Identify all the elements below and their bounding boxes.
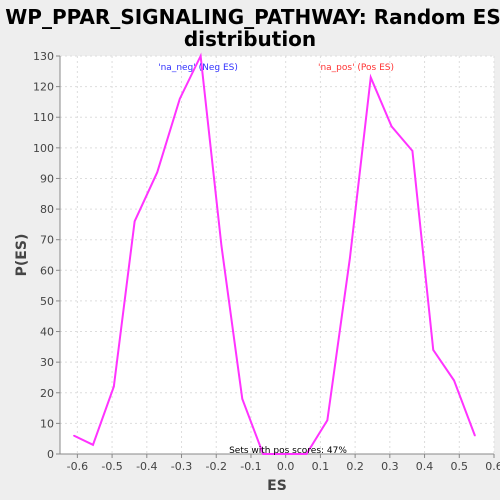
- axis-ticks: -0.6 -0.5 -0.4 -0.3 -0.2 -0.1 0.0 0.1 0.2 0.3 0.4 0…: [33, 50, 500, 473]
- data-point: [284, 453, 287, 455]
- data-point: [199, 55, 202, 57]
- x-tick-label: -0.2: [206, 460, 227, 473]
- y-axis-label: P(ES): [14, 234, 30, 277]
- x-tick-label: 0.5: [451, 460, 469, 473]
- y-tick-label: 70: [40, 234, 54, 247]
- y-tick-label: 50: [40, 295, 54, 308]
- x-tick-label: -0.1: [240, 460, 261, 473]
- data-point: [453, 379, 455, 382]
- data-point: [262, 453, 264, 455]
- data-point: [432, 349, 435, 351]
- data-point: [92, 444, 94, 446]
- y-tick-label: 80: [40, 203, 54, 216]
- x-tick-label: 0.2: [346, 460, 364, 473]
- x-axis-label: ES: [267, 478, 287, 494]
- chart-title-line-1: WP_PPAR_SIGNALING_PATHWAY: Random ES: [5, 5, 500, 29]
- data-point: [390, 125, 393, 128]
- plot-area: [60, 56, 494, 454]
- y-tick-label: 110: [33, 111, 54, 124]
- x-tick-label: 0.6: [485, 460, 500, 473]
- data-point: [349, 257, 351, 259]
- data-point: [411, 150, 414, 152]
- data-point: [73, 434, 75, 437]
- y-tick-label: 90: [40, 172, 54, 185]
- data-point: [133, 220, 136, 223]
- annotation-neg-es: 'na_neg' (Neg ES): [158, 63, 238, 73]
- data-point: [305, 453, 308, 455]
- series-group: [73, 52, 476, 455]
- data-point: [113, 385, 115, 388]
- annotation-pos-scores: Sets with pos scores: 47%: [229, 446, 347, 456]
- chart-title-line-2: distribution: [184, 27, 316, 51]
- data-point: [241, 398, 244, 400]
- y-tick-label: 10: [40, 417, 54, 430]
- x-tick-label: -0.5: [101, 460, 122, 473]
- y-tick-label: 40: [40, 326, 54, 339]
- y-tick-label: 30: [40, 356, 54, 369]
- y-tick-label: 60: [40, 264, 54, 277]
- data-point: [178, 98, 181, 100]
- y-tick-label: 120: [33, 81, 54, 94]
- y-tick-label: 20: [40, 387, 54, 400]
- data-point: [220, 245, 223, 247]
- x-tick-label: 0.0: [277, 460, 295, 473]
- x-tick-label: -0.3: [171, 460, 192, 473]
- data-point: [156, 171, 159, 174]
- data-point: [326, 419, 329, 422]
- x-tick-label: 0.4: [416, 460, 434, 473]
- x-tick-label: 0.3: [381, 460, 399, 473]
- x-tick-label: 0.1: [312, 460, 330, 473]
- x-tick-label: -0.6: [67, 460, 88, 473]
- series-line-0: [73, 52, 476, 455]
- data-point: [474, 434, 476, 437]
- y-tick-label: 0: [47, 448, 54, 461]
- y-tick-label: 100: [33, 142, 54, 155]
- x-tick-label: -0.4: [136, 460, 157, 473]
- y-tick-label: 130: [33, 50, 54, 63]
- data-point: [369, 76, 372, 79]
- annotation-pos-es: 'na_pos' (Pos ES): [318, 63, 394, 73]
